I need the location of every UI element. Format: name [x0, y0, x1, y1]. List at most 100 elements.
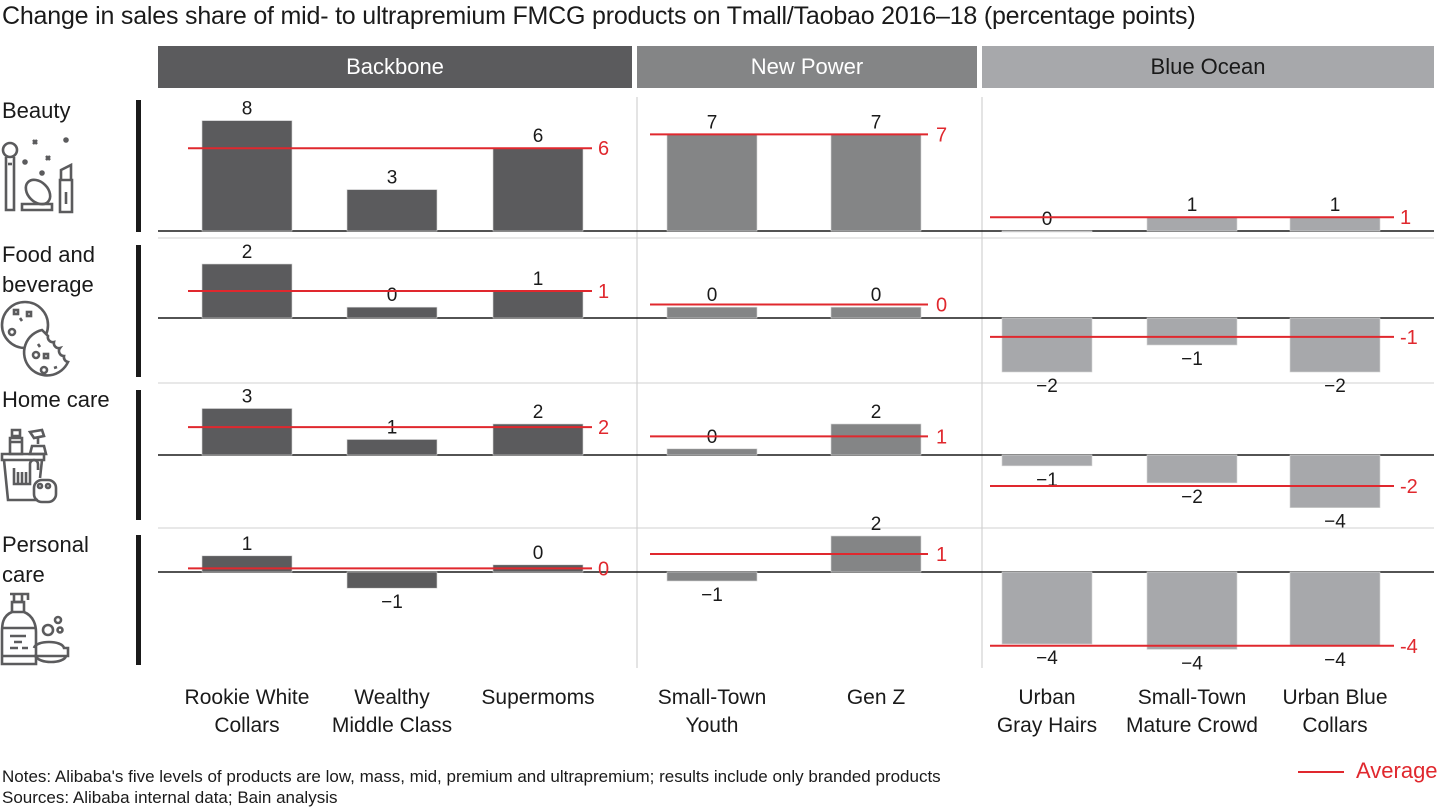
bar [1289, 454, 1381, 509]
data-label: 0 [387, 285, 398, 306]
chart-title: Change in sales share of mid- to ultrapr… [2, 2, 1196, 30]
data-label: −1 [1036, 470, 1058, 491]
average-label: 7 [936, 124, 947, 146]
category-label-line: Rookie White [184, 686, 310, 709]
average-label: 1 [936, 544, 947, 566]
data-label: −2 [1324, 376, 1346, 397]
bar [666, 306, 758, 319]
average-label: 1 [936, 426, 947, 448]
notes-line: Notes: Alibaba's five levels of products… [2, 767, 941, 786]
data-label: 0 [871, 285, 882, 306]
category-label: Small-Town Youth [632, 684, 792, 740]
row-label-food-and-beverage: Food and beverage [2, 240, 95, 300]
bar [201, 120, 293, 232]
bar [346, 571, 438, 589]
row-divider-home [136, 390, 141, 520]
data-label: −2 [1181, 487, 1203, 508]
data-label: −4 [1036, 648, 1058, 669]
average-label: 1 [598, 281, 609, 303]
row-divider-food [136, 245, 141, 377]
bar [492, 147, 584, 232]
data-label: 0 [707, 285, 718, 306]
data-label: −4 [1324, 512, 1346, 533]
data-label: 2 [871, 514, 882, 535]
data-label: −1 [381, 592, 403, 613]
category-label-line [458, 712, 618, 740]
row-label-home-care: Home care [2, 385, 110, 415]
category-label-line: Small-Town [1137, 686, 1247, 709]
data-label: 8 [242, 99, 253, 120]
row-label-line: Personal [2, 532, 89, 557]
cookies-icon [0, 300, 70, 377]
data-label: 7 [707, 112, 718, 133]
average-label: -1 [1400, 327, 1418, 349]
category-label: Wealthy Middle Class [312, 684, 472, 740]
row-divider-beauty [136, 100, 141, 232]
category-label-line: Supermoms [481, 686, 595, 709]
average-label: -4 [1400, 636, 1418, 658]
bar [1001, 317, 1093, 373]
cleaning-supplies-icon [0, 428, 58, 504]
legend: Average [1298, 758, 1438, 784]
bar [346, 306, 438, 319]
bar [492, 290, 584, 319]
bar [1289, 317, 1381, 373]
sources-line: Sources: Alibaba internal data; Bain ana… [2, 788, 338, 807]
bar [346, 189, 438, 232]
category-label-line: Urban [1018, 686, 1076, 709]
row-label-line: care [2, 562, 45, 587]
data-label: 3 [387, 168, 398, 189]
data-label: 3 [242, 387, 253, 408]
bar [1146, 216, 1238, 232]
category-label-line: Mature Crowd [1126, 714, 1258, 737]
row-label-line: Home care [2, 387, 110, 412]
data-label: 1 [242, 534, 253, 555]
group-header-blue-ocean: Blue Ocean [982, 46, 1434, 88]
bar [1001, 230, 1093, 233]
bar [201, 408, 293, 456]
bar [666, 571, 758, 582]
makeup-icon [1, 137, 74, 214]
data-label: 7 [871, 112, 882, 133]
row-divider-personal [136, 535, 141, 665]
data-label: 2 [871, 402, 882, 423]
row-label-beauty: Beauty [2, 96, 71, 126]
category-label-line [796, 712, 956, 740]
data-label: 2 [242, 242, 253, 263]
bar [830, 306, 922, 319]
average-label: 6 [598, 138, 609, 160]
average-label: 0 [936, 295, 947, 317]
row-label-personal-care: Personal care [2, 530, 89, 590]
average-label: -2 [1400, 476, 1418, 498]
category-label-line: Middle Class [331, 714, 453, 737]
bar [830, 423, 922, 456]
data-label: 0 [1042, 209, 1053, 230]
group-header-backbone: Backbone [158, 46, 632, 88]
data-label: 2 [533, 402, 544, 423]
average-label: 0 [598, 558, 609, 580]
category-label-line: Gen Z [846, 686, 906, 709]
category-label: Urban Gray Hairs [967, 684, 1127, 740]
bar [1001, 454, 1093, 467]
category-label-line: Gray Hairs [996, 714, 1098, 737]
bar [830, 134, 922, 232]
soap-dispenser-icon [0, 592, 70, 666]
bar [1289, 571, 1381, 647]
category-label-line: Urban Blue [1282, 686, 1388, 709]
category-label-line: Youth [685, 714, 739, 737]
bar [1289, 216, 1381, 232]
data-label: 0 [533, 543, 544, 564]
bar [666, 134, 758, 232]
bar [1001, 571, 1093, 645]
bar [492, 423, 584, 456]
data-label: −4 [1324, 650, 1346, 671]
category-label: Supermoms [458, 684, 618, 740]
data-label: 1 [1330, 195, 1341, 216]
category-label: Rookie White Collars [167, 684, 327, 740]
bar [346, 439, 438, 456]
category-label-line: Collars [1302, 714, 1368, 737]
row-label-line: beverage [2, 272, 94, 297]
bar [1146, 317, 1238, 346]
data-label: 1 [1187, 195, 1198, 216]
